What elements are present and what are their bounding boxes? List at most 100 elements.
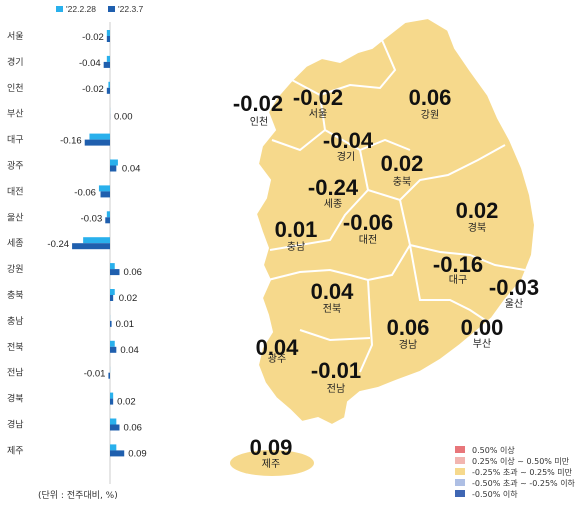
legend-label-prev: '22.2.28 [66,4,96,14]
legend-swatch-prev [56,6,63,12]
key-swatch [455,490,465,497]
legend-label-curr: '22.3.7 [118,4,144,14]
bar-curr [84,139,110,146]
category-label: 충북 [7,290,24,301]
region-name: 울산 [505,298,523,310]
bar-curr [110,165,117,172]
category-label: 광주 [7,160,24,172]
category-label: 울산 [7,212,24,223]
bar-prev [110,340,115,347]
jeju-island-shape [230,450,314,476]
bar-prev [110,392,114,399]
data-label: 0.00 [114,112,133,123]
bar-row: 전북 0.04 [7,340,139,356]
category-label: 인천 [7,83,24,94]
category-label: 경북 [7,393,24,405]
korea-mainland-shape [254,16,537,427]
bar-prev [83,237,110,244]
region-value: -0.02 [293,85,343,110]
bar-prev [110,159,118,166]
key-swatch [455,446,465,453]
data-label: 0.02 [119,293,137,304]
region-value: 0.04 [311,279,355,304]
bar-curr [106,87,110,94]
key-label: -0.50% 초과 ~ -0.25% 이하 [472,478,576,488]
bar-curr [103,61,110,68]
region-name: 전북 [323,303,341,315]
bar-row: 서울 -0.02 [7,30,110,43]
category-label: 부산 [7,109,24,120]
bar-row: 충남 0.01 [7,314,134,330]
region-value: 0.01 [275,217,318,242]
key-item: -0.50% 이하 [455,489,518,499]
key-label: -0.25% 초과 ~ 0.25% 미만 [472,468,573,477]
key-item: -0.50% 초과 ~ -0.25% 이하 [455,478,576,488]
bar-curr [110,398,114,405]
region-name: 부산 [473,338,491,350]
region-value: 0.06 [409,85,452,110]
region-value: 0.06 [387,315,430,340]
bar-prev [106,30,110,36]
category-label: 전북 [7,342,24,353]
key-label: 0.25% 이상 ~ 0.50% 미만 [472,456,570,466]
key-swatch [455,479,465,486]
region-name: 경북 [468,221,486,234]
key-label: 0.50% 이상 [472,445,515,455]
key-item: 0.25% 이상 ~ 0.50% 미만 [455,456,570,466]
region-name: 제주 [262,458,280,470]
data-label: -0.16 [60,136,82,147]
key-label: -0.50% 이하 [472,489,518,499]
bar-curr [100,191,110,198]
category-label: 충남 [7,316,24,327]
data-label: -0.24 [47,239,69,250]
region-value: 0.00 [461,315,504,340]
key-item: 0.50% 이상 [455,445,515,455]
chart-legend: '22.2.28 '22.3.7 [56,4,144,14]
category-label: 대전 [7,186,24,197]
category-label: 경기 [7,56,24,68]
bar-prev [89,133,110,140]
color-key: 0.50% 이상0.25% 이상 ~ 0.50% 미만 -0.25% 초과 ~ 0… [455,445,576,499]
region-name: 광주 [268,353,286,365]
bar-prev [106,55,110,62]
region-name: 충남 [287,241,305,253]
region-name: 전남 [327,383,345,395]
category-label: 서울 [7,31,24,42]
region-name: 대전 [359,234,377,246]
bar-row: 인천 -0.02 [7,81,110,95]
region-name: 강원 [421,109,439,121]
bar-row: 광주 0.04 [7,159,140,175]
category-label: 경남 [7,419,24,431]
bar-prev [110,418,117,425]
region-name: 서울 [309,108,327,120]
bar-prev [110,444,117,451]
region-value: 0.09 [250,435,293,460]
region-value: -0.24 [308,175,359,200]
data-label: -0.04 [79,58,101,69]
bar-curr [110,295,114,301]
bar-curr [110,346,117,353]
region-value: -0.02 [233,91,283,116]
bar-curr [72,243,110,250]
region-value: 0.02 [456,198,499,223]
bar-row: 대구 -0.16 [7,133,110,147]
data-label: 0.04 [120,345,139,356]
key-swatch [455,468,465,475]
bar-chart: '22.2.28 '22.3.7 서울 -0.02 경기 -0.04 인천 -0.02 부산 0.… [7,4,147,501]
legend-swatch-curr [108,6,115,12]
region-value: -0.03 [489,275,539,300]
region-value: 0.04 [256,335,300,360]
